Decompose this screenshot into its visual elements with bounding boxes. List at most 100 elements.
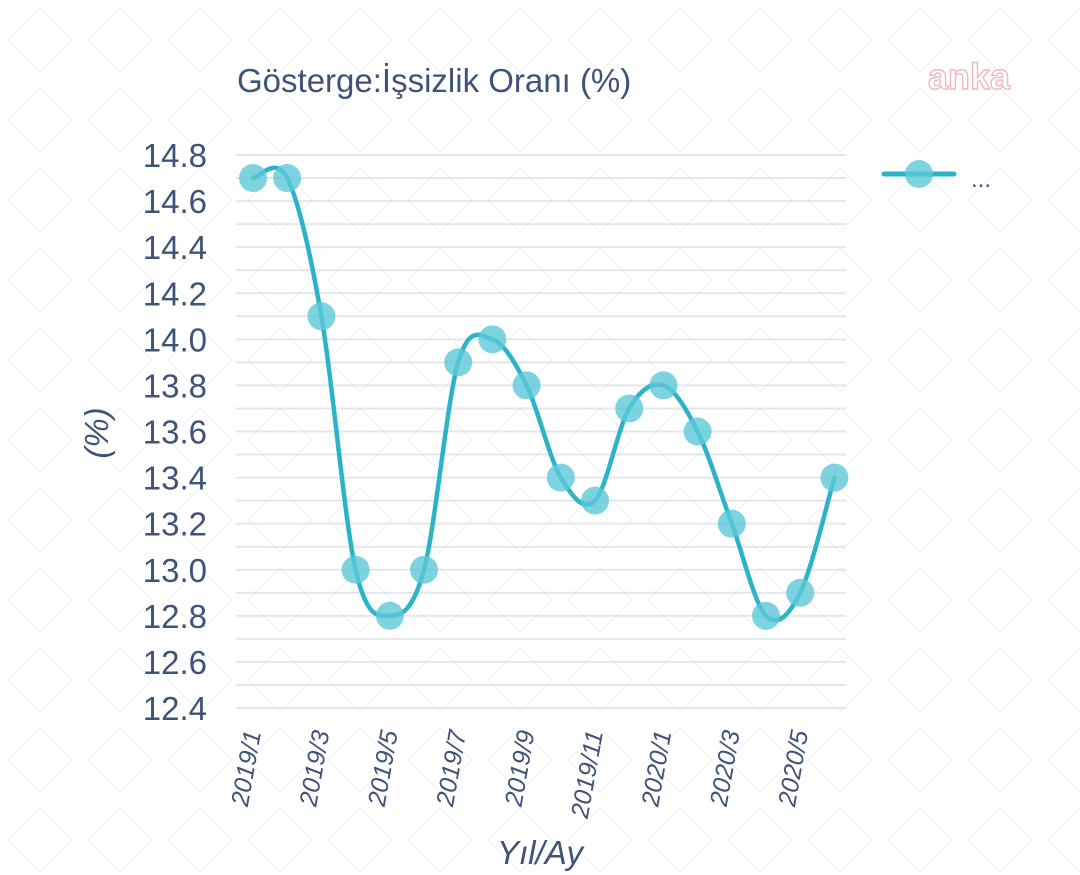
background-diamond [486, 166, 554, 234]
background-diamond [806, 646, 874, 714]
data-point-2019-9[interactable] [512, 371, 541, 400]
background-diamond [886, 806, 954, 874]
x-axis-label: Yıl/Ay [497, 834, 585, 871]
data-point-2019-10[interactable] [546, 463, 575, 492]
data-point-2020-4[interactable] [752, 601, 780, 630]
background-diamond [726, 86, 794, 154]
background-diamond [966, 86, 1034, 154]
background-diamond [566, 486, 634, 554]
y-tick-label: 14.4 [143, 229, 207, 266]
background-diamond [166, 326, 234, 394]
background-diamond [886, 246, 954, 314]
background-diamond [966, 246, 1034, 314]
data-point-2019-2[interactable] [273, 164, 302, 193]
data-point-2019-1[interactable] [239, 164, 267, 193]
background-diamond [326, 406, 394, 474]
y-tick-label: 13.4 [143, 460, 207, 497]
data-point-2019-5[interactable] [375, 601, 404, 630]
background-diamond [86, 486, 154, 554]
background-diamond [326, 166, 394, 234]
data-point-2019-6[interactable] [410, 555, 438, 584]
background-diamond [806, 326, 874, 394]
background-diamond [566, 166, 634, 234]
background-diamond [6, 646, 74, 714]
background-diamond [806, 6, 874, 74]
background-diamond [86, 726, 154, 794]
background-diamond [486, 726, 554, 794]
data-point-2019-11[interactable] [581, 486, 609, 515]
y-tick-label: 13.0 [143, 552, 207, 589]
data-point-2020-1[interactable] [649, 371, 678, 400]
background-diamond [166, 86, 234, 154]
background-diamond [806, 806, 874, 874]
x-tick-label: 2019/5 [363, 728, 404, 809]
background-diamond [566, 326, 634, 394]
x-tick-label: 2019/3 [294, 728, 335, 809]
data-point-2020-5[interactable] [786, 578, 815, 607]
background-diamond [166, 246, 234, 314]
background-diamond [646, 326, 714, 394]
background-diamond [406, 86, 474, 154]
background-diamond [246, 806, 314, 874]
background-diamond [6, 326, 74, 394]
background-diamond [406, 6, 474, 74]
background-diamond [886, 726, 954, 794]
x-tick-label: 2019/1 [226, 728, 267, 809]
background-diamond [806, 86, 874, 154]
background-diamond [246, 726, 314, 794]
background-diamond [726, 566, 794, 634]
background-diamond [966, 646, 1034, 714]
background-diamond [486, 646, 554, 714]
background-diamond [6, 566, 74, 634]
y-axis-label: (%) [78, 407, 115, 458]
background-diamond [966, 486, 1034, 554]
background-diamond [326, 566, 394, 634]
background-diamond [1046, 326, 1080, 394]
background-diamond [566, 726, 634, 794]
background-diamond [566, 806, 634, 874]
y-tick-label: 13.6 [143, 414, 207, 451]
legend[interactable]: ... [881, 160, 991, 193]
data-point-2020-3[interactable] [717, 509, 746, 538]
background-diamond [886, 86, 954, 154]
background-diamond [166, 6, 234, 74]
background-diamond [406, 726, 474, 794]
data-point-2020-6[interactable] [820, 463, 849, 492]
background-diamond [646, 86, 714, 154]
background-diamond [86, 406, 154, 474]
background-diamond [166, 726, 234, 794]
background-diamond [326, 6, 394, 74]
background-diamond [326, 486, 394, 554]
background-diamond [966, 726, 1034, 794]
background-diamond [326, 646, 394, 714]
data-point-2019-4[interactable] [341, 555, 370, 584]
background-diamond [246, 566, 314, 634]
background-diamond [646, 806, 714, 874]
chart-title: Gösterge:İşsizlik Oranı (%) [237, 62, 631, 99]
background-diamond [86, 326, 154, 394]
background-diamond [1046, 86, 1080, 154]
watermark-logo: anka [928, 56, 1011, 97]
background-diamond [886, 166, 954, 234]
y-tick-label: 13.8 [143, 367, 207, 404]
x-axis-ticks: 2019/1 2019/3 2019/5 2019/7 2019/9 2019/11 202… [226, 727, 814, 821]
data-point-2019-3[interactable] [307, 302, 336, 331]
data-point-2019-12[interactable] [615, 394, 644, 423]
background-diamond [486, 486, 554, 554]
background-diamond [806, 566, 874, 634]
background-diamond [646, 646, 714, 714]
background-diamond [486, 566, 554, 634]
background-diamond [966, 406, 1034, 474]
background-diamond [726, 646, 794, 714]
background-diamond [886, 486, 954, 554]
background-diamond [646, 486, 714, 554]
background-diamond [566, 566, 634, 634]
background-diamond [86, 806, 154, 874]
background-diamond [406, 806, 474, 874]
data-point-2020-2[interactable] [683, 417, 712, 446]
data-point-2019-8[interactable] [478, 325, 507, 354]
gridlines [236, 154, 846, 709]
data-point-2019-7[interactable] [444, 348, 473, 377]
